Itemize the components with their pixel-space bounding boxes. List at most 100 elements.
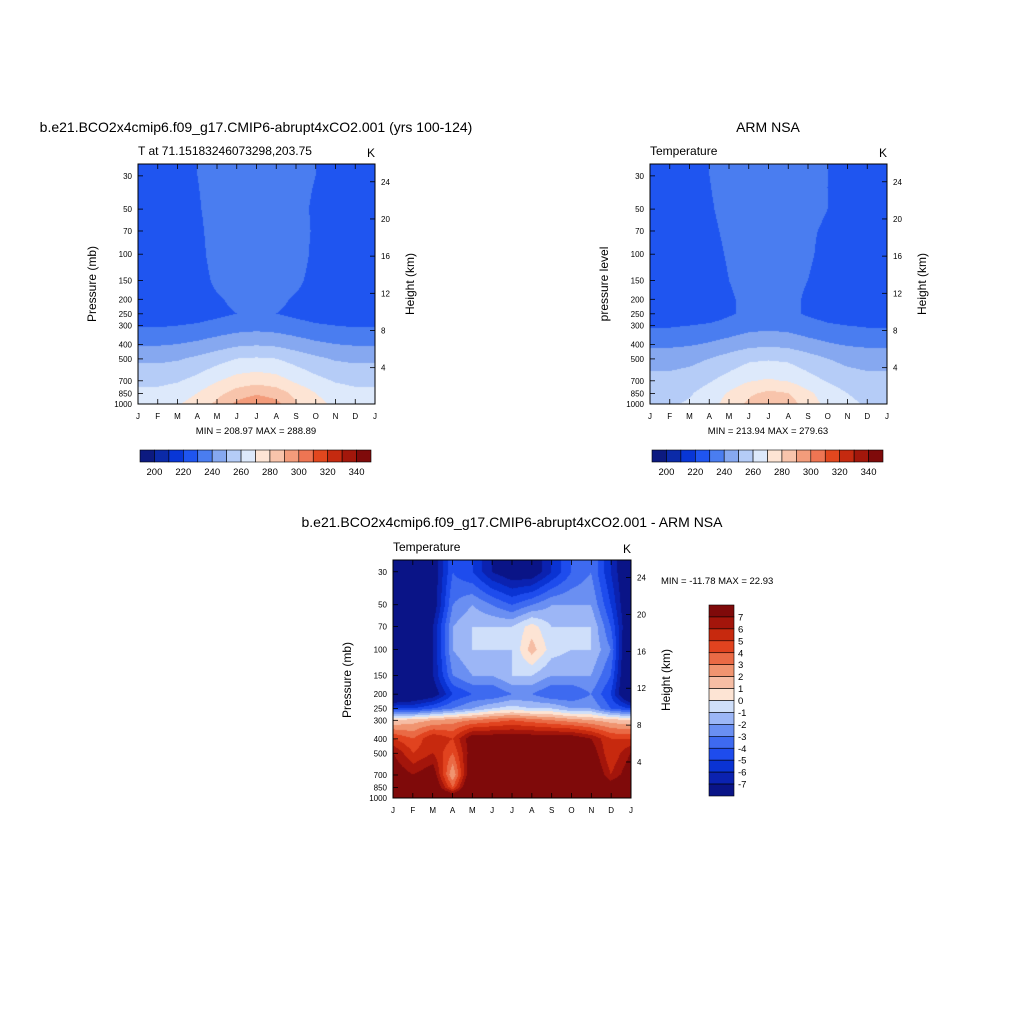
colorbar-swatch <box>341 449 357 463</box>
y-tick-label: 70 <box>123 227 132 236</box>
x-tick-label: F <box>410 806 415 815</box>
colorbar-swatch <box>853 449 869 463</box>
y-tick-label: 300 <box>374 716 388 725</box>
panel-diff-subtitle-left: Temperature <box>393 540 461 554</box>
x-tick-label: F <box>155 412 160 421</box>
y2-tick-label: 16 <box>381 252 390 261</box>
panel-diff-stats: MIN = -11.78 MAX = 22.93 <box>661 576 773 587</box>
panel-obs-ticks: J F M A M J J A S O N D J 30 50 70 100 150 200 250 300 400 500… <box>626 164 902 421</box>
y-tick-label: 30 <box>123 172 132 181</box>
colorbar-swatch <box>168 449 184 463</box>
colorbar-label: 200 <box>659 467 675 478</box>
colorbar-swatch <box>298 449 314 463</box>
y-tick-label: 500 <box>119 355 133 364</box>
y2-tick-label: 8 <box>381 326 386 335</box>
y-tick-label: 500 <box>374 749 388 758</box>
colorbar-swatch <box>708 700 735 713</box>
y2-tick-label: 24 <box>381 178 390 187</box>
colorbar-swatch <box>356 449 372 463</box>
colorbar-label: 6 <box>738 624 743 635</box>
colorbar-label: 280 <box>774 467 790 478</box>
y2-tick-label: 8 <box>637 721 642 730</box>
colorbar-label: 260 <box>233 467 249 478</box>
colorbar-swatch <box>666 449 682 463</box>
colorbar-label: 240 <box>204 467 220 478</box>
y-tick-label: 850 <box>119 389 133 398</box>
colorbar-swatch <box>269 449 285 463</box>
x-tick-label: J <box>373 412 377 421</box>
y-tick-label: 250 <box>119 310 133 319</box>
colorbar-label: -4 <box>738 744 746 755</box>
panel-model-ylabel: Pressure (mb) <box>85 246 99 322</box>
y-tick-label: 700 <box>119 377 133 386</box>
y-tick-label: 400 <box>631 340 645 349</box>
panel-obs-y2label: Height (km) <box>915 253 929 315</box>
colorbar-swatch <box>226 449 242 463</box>
colorbar-swatch <box>240 449 256 463</box>
colorbar-label: 260 <box>745 467 761 478</box>
colorbar-label: -7 <box>738 780 746 791</box>
colorbar-swatch <box>781 449 797 463</box>
colorbar-label: 7 <box>738 612 743 623</box>
colorbar-swatch <box>695 449 711 463</box>
colorbar-swatch <box>154 449 170 463</box>
x-tick-label: M <box>429 806 436 815</box>
y2-tick-label: 12 <box>381 289 390 298</box>
panel-model-title: b.e21.BCO2x4cmip6.f09_g17.CMIP6-abrupt4x… <box>40 119 473 135</box>
y2-tick-label: 20 <box>893 215 902 224</box>
colorbar-label: 220 <box>687 467 703 478</box>
colorbar-label: 3 <box>738 660 743 671</box>
x-tick-label: J <box>629 806 633 815</box>
x-tick-label: M <box>174 412 181 421</box>
y-tick-label: 1000 <box>369 794 387 803</box>
x-tick-label: S <box>805 412 810 421</box>
x-tick-label: D <box>864 412 870 421</box>
y-tick-label: 70 <box>378 622 387 631</box>
colorbar-swatch <box>708 664 735 677</box>
colorbar-swatch <box>327 449 343 463</box>
y2-tick-label: 4 <box>637 758 642 767</box>
colorbar-swatch <box>183 449 199 463</box>
panel-obs-title: ARM NSA <box>736 119 800 135</box>
colorbar-label: -1 <box>738 708 746 719</box>
panel-model-colorbar: 200 220 240 260 280 300 320 340 <box>139 449 372 478</box>
panel-obs-subtitle-right: K <box>879 146 887 160</box>
colorbar-label: 340 <box>349 467 365 478</box>
y-tick-label: 700 <box>631 377 645 386</box>
x-tick-label: A <box>450 806 456 815</box>
colorbar-label: 200 <box>147 467 163 478</box>
colorbar-swatch <box>708 759 735 773</box>
panel-model-ticks: J F M A M J J A S O N D J 30 50 70 100 150 200 250 300 400 500… <box>114 164 390 421</box>
y-tick-label: 100 <box>119 250 133 259</box>
colorbar-swatch <box>708 628 735 642</box>
colorbar-swatch <box>211 449 227 463</box>
y2-tick-label: 16 <box>893 252 902 261</box>
colorbar-swatch <box>839 449 855 463</box>
colorbar-label: 240 <box>716 467 732 478</box>
colorbar-label: 340 <box>861 467 877 478</box>
y-tick-label: 200 <box>631 295 645 304</box>
colorbar-swatch <box>708 736 735 749</box>
y-tick-label: 30 <box>635 172 644 181</box>
panel-obs-colorbar: 200 220 240 260 280 300 320 340 <box>651 449 884 478</box>
colorbar-label: -2 <box>738 720 746 731</box>
colorbar-swatch <box>708 712 735 725</box>
x-tick-label: M <box>214 412 221 421</box>
colorbar-label: 320 <box>832 467 848 478</box>
colorbar-swatch <box>708 640 735 654</box>
colorbar-label: 280 <box>262 467 278 478</box>
y2-tick-label: 8 <box>893 326 898 335</box>
y-tick-label: 400 <box>374 735 388 744</box>
y-tick-label: 100 <box>631 250 645 259</box>
x-tick-label: N <box>845 412 851 421</box>
y-tick-label: 1000 <box>114 400 132 409</box>
y2-tick-label: 4 <box>381 364 386 373</box>
x-tick-label: J <box>510 806 514 815</box>
colorbar-label: 220 <box>175 467 191 478</box>
colorbar-swatch <box>680 449 696 463</box>
x-tick-label: J <box>490 806 494 815</box>
y2-tick-label: 4 <box>893 364 898 373</box>
y-tick-label: 250 <box>374 705 388 714</box>
colorbar-swatch <box>708 676 735 689</box>
